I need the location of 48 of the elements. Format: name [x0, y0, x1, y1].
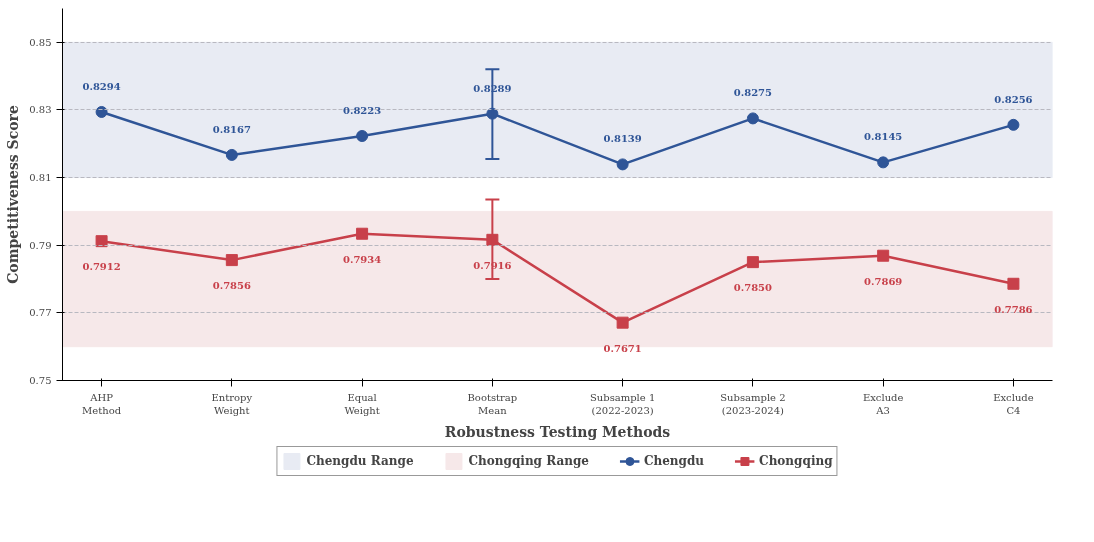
legend-label: Chongqing Range [468, 454, 589, 468]
y-tick-label: 0.85 [29, 36, 52, 48]
legend-label: Chongqing [759, 454, 833, 468]
data-label: 0.7912 [82, 261, 121, 273]
y-tick-label: 0.77 [29, 307, 52, 319]
point [616, 158, 629, 171]
point [616, 316, 629, 329]
point [746, 112, 759, 125]
point [746, 256, 759, 269]
data-label: 0.8167 [212, 123, 252, 135]
data-label: 0.8139 [603, 133, 642, 145]
x-tick-label: Entropy Weight [211, 391, 253, 416]
point [356, 227, 369, 240]
y-tick-label: 0.83 [29, 104, 52, 116]
x-tick-label: Bootstrap Mean [467, 391, 518, 416]
legend-label: Chengdu Range [306, 454, 414, 468]
point [877, 249, 890, 262]
data-label: 0.7850 [733, 282, 773, 294]
point [1007, 277, 1020, 290]
data-label: 0.8256 [994, 93, 1033, 105]
data-label: 0.8294 [82, 80, 121, 92]
x-tick-label: Subsample 1 (2022-2023) [589, 391, 656, 416]
x-tick-label: Equal Weight [344, 391, 380, 416]
point [225, 148, 238, 161]
point [95, 105, 108, 118]
data-label: 0.7856 [212, 280, 252, 292]
data-label: 0.7934 [342, 253, 382, 265]
legend-label: Chengdu [643, 454, 705, 468]
x-tick-label: Subsample 2 (2023-2024) [720, 391, 786, 416]
y-tick-label: 0.75 [29, 375, 52, 386]
data-label: 0.7671 [603, 342, 642, 354]
y-axis-title: Competitiveness Score [5, 105, 22, 284]
point [1007, 118, 1020, 131]
x-tick-label: AHP Method [82, 391, 122, 416]
point [95, 235, 108, 248]
point [356, 130, 369, 142]
data-label: 0.8275 [733, 87, 773, 99]
data-label: 0.7786 [994, 303, 1033, 315]
data-label: 0.8145 [864, 131, 903, 143]
x-tick-label: Exclude C4 [993, 391, 1034, 416]
x-tick-label: Exclude A3 [862, 391, 904, 416]
data-label: 0.7869 [864, 275, 903, 287]
y-tick-label: 0.79 [29, 239, 52, 251]
y-tick-label: 0.81 [29, 172, 52, 184]
data-label: 0.8223 [342, 104, 382, 116]
point [877, 156, 890, 169]
point [225, 254, 238, 267]
x-axis-title: Robustness Testing Methods [444, 423, 671, 440]
